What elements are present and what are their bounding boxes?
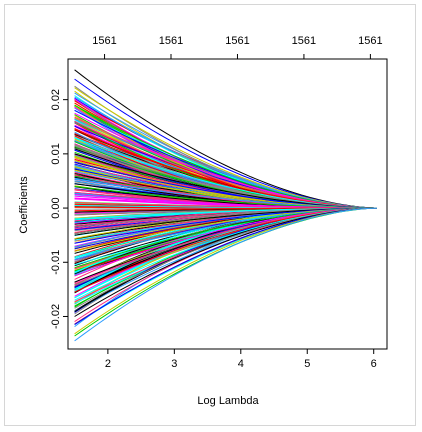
top-axis: 1561 1561 1561 1561 1561: [92, 35, 383, 59]
y-tick-label: 0.00: [50, 197, 62, 218]
x-axis: 2 3 4 5 6: [105, 349, 377, 370]
coefficient-path: [74, 207, 378, 342]
y-tick-label: 0.02: [50, 89, 62, 110]
y-tick-label: -0.01: [50, 250, 62, 275]
plot-area-border: [67, 58, 388, 350]
y-tick-label: 0.01: [50, 143, 62, 164]
x-tick-label: 2: [105, 358, 111, 370]
x-tick-label: 3: [171, 358, 177, 370]
x-tick-label: 6: [371, 358, 377, 370]
x-tick-label: 5: [304, 358, 310, 370]
x-axis-label: Log Lambda: [197, 395, 259, 407]
top-tick-label: 1561: [358, 35, 382, 47]
x-tick-label: 4: [238, 358, 244, 370]
top-tick-label: 1561: [292, 35, 316, 47]
y-axis-label: Coefficients: [18, 176, 30, 234]
top-tick-label: 1561: [225, 35, 249, 47]
y-axis: -0.02 -0.01 0.00 0.01 0.02: [50, 89, 68, 329]
coefficient-paths: [74, 69, 378, 342]
top-tick-label: 1561: [159, 35, 183, 47]
y-tick-label: -0.02: [50, 304, 62, 329]
top-tick-label: 1561: [92, 35, 116, 47]
